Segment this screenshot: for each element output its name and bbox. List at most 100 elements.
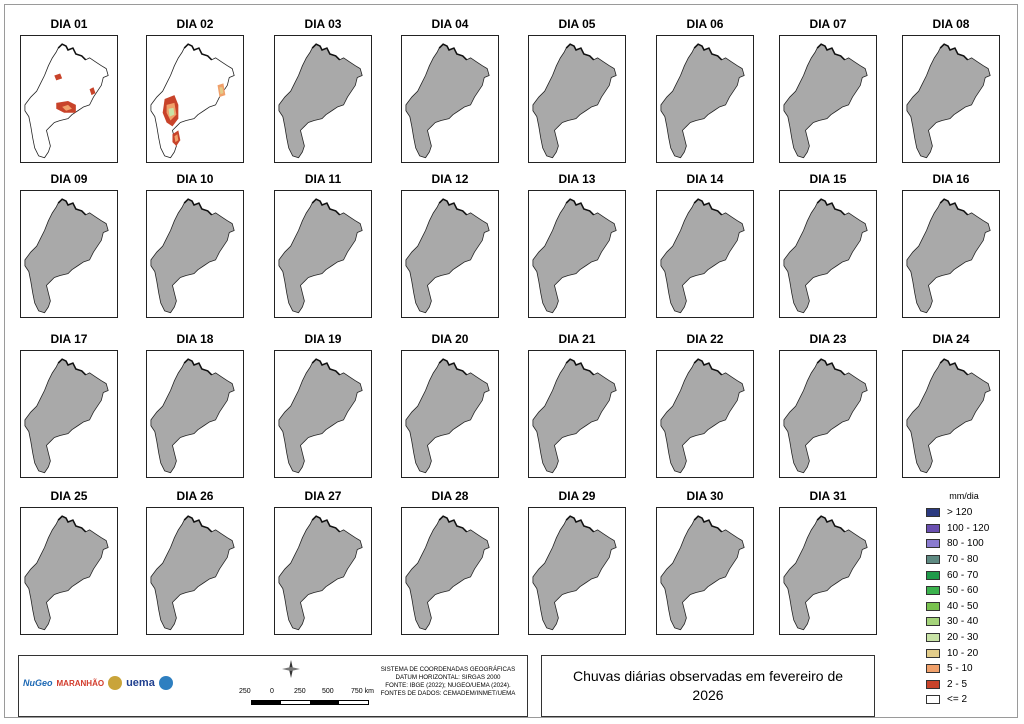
day-map-frame — [902, 190, 1000, 318]
day-map-frame — [146, 350, 244, 478]
legend-label: 60 - 70 — [947, 569, 979, 581]
day-map-frame — [274, 507, 372, 635]
day-map-frame — [401, 507, 499, 635]
legend-swatch — [926, 695, 940, 705]
day-label: DIA 19 — [304, 332, 342, 346]
state-seal-icon — [108, 676, 123, 690]
state-map-icon — [405, 515, 490, 631]
state-map-icon — [783, 43, 868, 159]
legend-label: 40 - 50 — [947, 600, 979, 612]
day-label: DIA 17 — [50, 332, 88, 346]
day-map-frame — [528, 190, 626, 318]
day-map-frame — [779, 190, 877, 318]
state-map-icon — [532, 515, 617, 631]
day-map-frame — [528, 507, 626, 635]
legend-item: 70 - 80 — [926, 552, 1018, 568]
day-map-frame — [528, 35, 626, 163]
state-map-icon — [660, 198, 745, 314]
day-label: DIA 25 — [50, 489, 88, 503]
day-map-frame — [528, 350, 626, 478]
state-map-icon — [660, 358, 745, 474]
day-map-frame — [20, 350, 118, 478]
legend-swatch — [926, 539, 940, 549]
day-map-panel: DIA 28 — [401, 489, 499, 635]
scale-tick: 250 — [294, 688, 306, 695]
state-map-icon — [150, 515, 235, 631]
day-label: DIA 14 — [686, 172, 724, 186]
day-map-frame — [274, 35, 372, 163]
day-map-frame — [401, 190, 499, 318]
legend-item: 20 - 30 — [926, 630, 1018, 646]
day-map-panel: DIA 10 — [146, 172, 244, 318]
state-map-icon — [278, 198, 363, 314]
nugeo-logo: NuGeo — [23, 678, 53, 688]
day-map-panel: DIA 08 — [902, 17, 1000, 163]
day-label: DIA 09 — [50, 172, 88, 186]
state-map-icon — [660, 43, 745, 159]
state-map-icon — [532, 198, 617, 314]
state-map-icon — [278, 358, 363, 474]
state-map-icon — [24, 198, 109, 314]
day-label: DIA 15 — [809, 172, 847, 186]
map-sheet — [4, 4, 1018, 718]
day-map-frame — [401, 35, 499, 163]
day-map-frame — [779, 350, 877, 478]
legend-label: > 120 — [947, 507, 973, 519]
day-map-panel: DIA 14 — [656, 172, 754, 318]
day-label: DIA 08 — [932, 17, 970, 31]
day-label: DIA 04 — [431, 17, 469, 31]
legend-item: 60 - 70 — [926, 567, 1018, 583]
legend-label: 50 - 60 — [947, 585, 979, 597]
day-map-frame — [902, 35, 1000, 163]
legend-swatch — [926, 523, 940, 533]
day-label: DIA 26 — [176, 489, 214, 503]
map-title: Chuvas diárias observadas em fevereiro d… — [572, 668, 844, 703]
meta-line: FONTES DE DADOS: CEMADEM/INMET/UEMA — [380, 690, 516, 697]
scale-bar: 250 0 250 500 750 km — [239, 688, 389, 705]
state-map-icon — [532, 358, 617, 474]
day-map-frame — [779, 35, 877, 163]
day-map-panel: DIA 20 — [401, 332, 499, 478]
day-label: DIA 22 — [686, 332, 724, 346]
legend: mm/dia > 120 100 - 120 80 - 100 70 - 80 60 -… — [926, 491, 1018, 708]
day-map-frame — [274, 350, 372, 478]
day-label: DIA 02 — [176, 17, 214, 31]
day-map-panel: DIA 26 — [146, 489, 244, 635]
legend-swatch — [926, 601, 940, 611]
day-map-frame — [656, 507, 754, 635]
day-label: DIA 10 — [176, 172, 214, 186]
day-map-panel: DIA 19 — [274, 332, 372, 478]
state-map-icon — [783, 198, 868, 314]
state-map-icon — [278, 515, 363, 631]
state-map-icon — [660, 515, 745, 631]
day-label: DIA 28 — [431, 489, 469, 503]
day-map-panel: DIA 12 — [401, 172, 499, 318]
legend-label: 100 - 120 — [947, 522, 990, 534]
legend-label: <= 2 — [947, 694, 968, 706]
state-map-icon — [405, 198, 490, 314]
day-map-panel: DIA 21 — [528, 332, 626, 478]
meta-line: SISTEMA DE COORDENADAS GEOGRÁFICAS — [380, 666, 516, 673]
legend-label: 70 - 80 — [947, 554, 979, 566]
day-map-panel: DIA 15 — [779, 172, 877, 318]
day-map-frame — [401, 350, 499, 478]
day-map-frame — [146, 190, 244, 318]
day-label: DIA 13 — [558, 172, 596, 186]
legend-item: 80 - 100 — [926, 536, 1018, 552]
north-arrow-icon — [282, 660, 300, 678]
legend-swatch — [926, 679, 940, 689]
day-label: DIA 16 — [932, 172, 970, 186]
day-label: DIA 11 — [304, 172, 342, 186]
scale-tick: 250 — [239, 688, 251, 695]
legend-label: 80 - 100 — [947, 538, 984, 550]
title-box: Chuvas diárias observadas em fevereiro d… — [541, 655, 875, 717]
scale-tick: 500 — [322, 688, 334, 695]
day-map-panel: DIA 23 — [779, 332, 877, 478]
day-map-frame — [274, 190, 372, 318]
day-label: DIA 07 — [809, 17, 847, 31]
day-label: DIA 24 — [932, 332, 970, 346]
day-label: DIA 05 — [558, 17, 596, 31]
day-map-panel: DIA 18 — [146, 332, 244, 478]
credits-box: NuGeo MARANHÃO uema 250 0 250 500 750 km… — [18, 655, 528, 717]
legend-swatch — [926, 633, 940, 643]
